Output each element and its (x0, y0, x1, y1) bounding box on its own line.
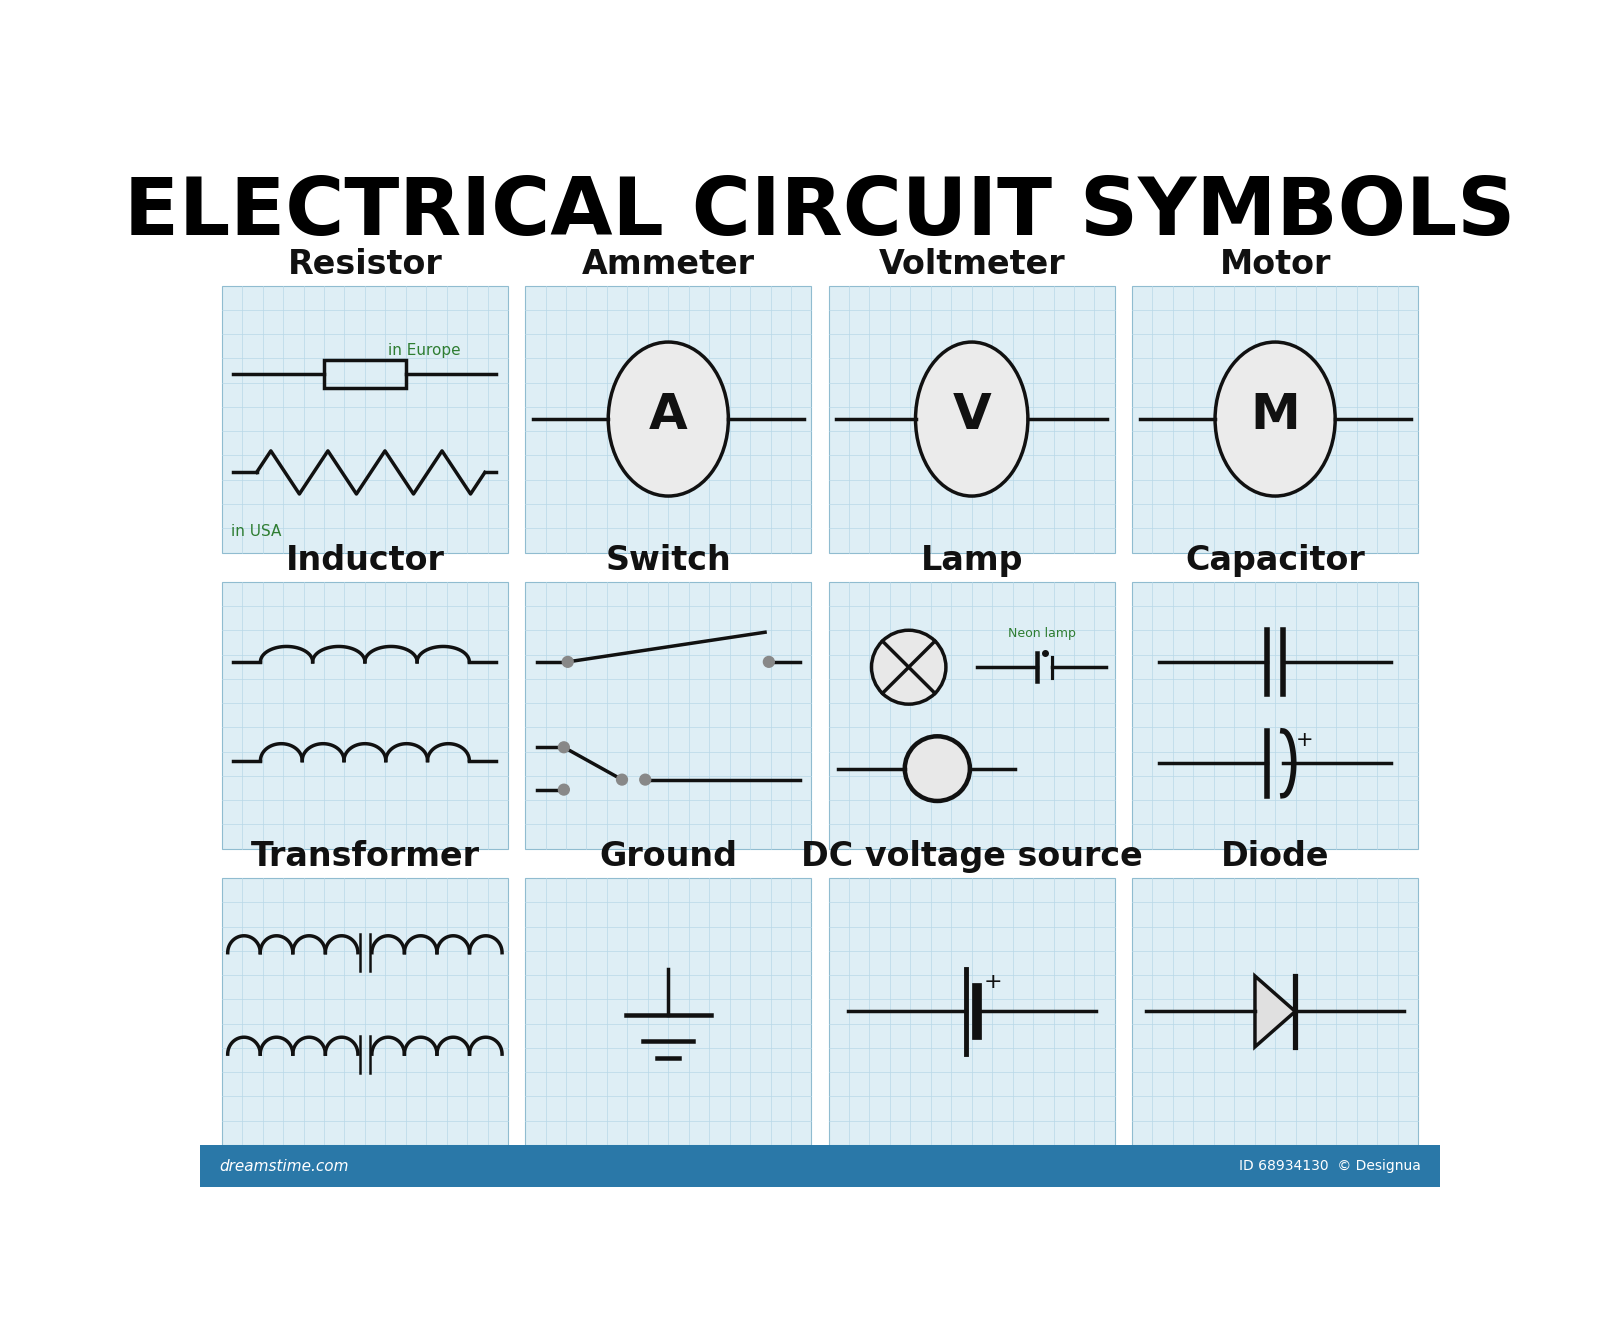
Text: dreamstime.com: dreamstime.com (219, 1159, 349, 1174)
Bar (525, 582, 811, 848)
Text: ELECTRICAL CIRCUIT SYMBOLS: ELECTRICAL CIRCUIT SYMBOLS (125, 173, 1515, 252)
Bar (525, 285, 811, 552)
Circle shape (616, 774, 627, 784)
Text: Lamp: Lamp (920, 544, 1022, 578)
Circle shape (763, 656, 774, 667)
Bar (829, 582, 1115, 848)
Text: DC voltage source: DC voltage source (802, 840, 1142, 874)
Bar (1131, 285, 1418, 552)
Text: Motor: Motor (1219, 248, 1331, 281)
Bar (1131, 878, 1418, 1145)
Ellipse shape (915, 342, 1027, 496)
Bar (1131, 582, 1418, 848)
Bar (222, 878, 509, 1145)
Ellipse shape (1214, 342, 1334, 496)
Text: Voltmeter: Voltmeter (878, 248, 1066, 281)
Circle shape (558, 742, 570, 752)
Bar (200, 1145, 1440, 1187)
Text: in USA: in USA (230, 524, 282, 539)
Text: Ammeter: Ammeter (582, 248, 755, 281)
Text: Ground: Ground (600, 840, 738, 874)
Bar (325, 360, 405, 388)
Circle shape (872, 630, 946, 704)
Circle shape (558, 784, 570, 795)
Circle shape (904, 736, 970, 800)
Text: in Europe: in Europe (389, 343, 461, 359)
Bar (829, 285, 1115, 552)
Text: Resistor: Resistor (288, 248, 442, 281)
Text: Diode: Diode (1221, 840, 1330, 874)
Text: Switch: Switch (605, 544, 731, 578)
Text: Inductor: Inductor (285, 544, 445, 578)
Bar (222, 582, 509, 848)
Bar (222, 285, 509, 552)
Text: Neon lamp: Neon lamp (1008, 627, 1077, 640)
Text: ID 68934130  © Designua: ID 68934130 © Designua (1238, 1159, 1421, 1173)
Text: A: A (650, 391, 688, 439)
Text: Capacitor: Capacitor (1186, 544, 1365, 578)
Text: M: M (1250, 391, 1299, 439)
Text: +: + (1296, 730, 1314, 750)
Circle shape (562, 656, 573, 667)
Polygon shape (1254, 976, 1296, 1047)
Bar (525, 878, 811, 1145)
Text: V: V (952, 391, 990, 439)
Text: +: + (984, 972, 1002, 992)
Ellipse shape (608, 342, 728, 496)
Circle shape (640, 774, 651, 784)
Text: Transformer: Transformer (250, 840, 480, 874)
Bar (829, 878, 1115, 1145)
